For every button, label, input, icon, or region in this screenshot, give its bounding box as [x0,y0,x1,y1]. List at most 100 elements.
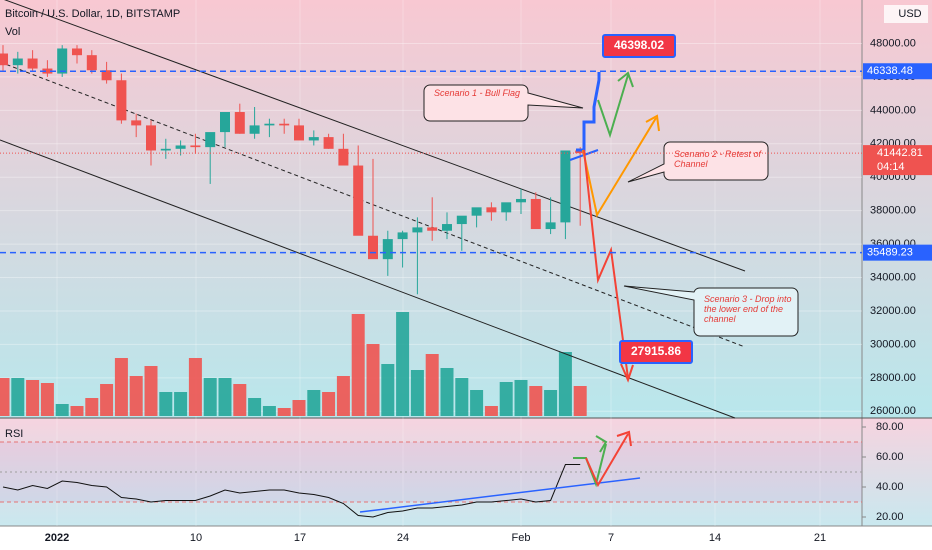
candle-body [308,137,319,141]
volume-bar [233,384,247,416]
volume-bar [499,382,513,416]
channel-lower [0,139,736,419]
countdown: 04:14 [877,161,905,173]
y-tick-label: 26000.00 [870,405,916,417]
volume-bar [203,378,217,416]
callout [627,141,769,183]
candle-body [575,150,586,154]
candle-body [190,145,201,148]
volume-bar [514,380,528,416]
volume-bar [262,406,276,416]
volume-bar [40,383,54,416]
candle-body [101,70,112,81]
volume-bar [114,358,128,416]
volume-bar [351,314,365,416]
volume-bar [188,358,202,416]
y-tick-label: 28000.00 [870,372,916,384]
candle-body [12,58,23,66]
candle-body [86,55,97,71]
candle-body [0,53,8,66]
arrow-head [620,363,634,383]
volume-bar [307,390,321,416]
scenario3-path [583,149,629,379]
volume-bar [529,386,543,416]
volume-bar [558,352,572,416]
target-label: 27915.86 [631,344,681,358]
candle-body [160,148,171,151]
time-axis [0,526,932,550]
volume-bar [440,368,454,416]
volume-bar [573,386,587,416]
volume-bar [544,390,558,416]
volume-bar [70,406,84,416]
candles [0,45,586,295]
volume-bar [322,392,336,416]
x-tick-label: Feb [512,532,531,544]
rsi: 20.00 40.00 60.00 80.00 [0,421,904,523]
arrow-head [595,435,608,453]
annotation: Scenario 3 - Drop into the lower end of … [704,294,792,324]
y-tick-label: 34000.00 [870,271,916,283]
price-label: 35489.23 [867,247,913,259]
volume-bar [484,406,498,416]
volume-label: Vol [5,26,20,38]
candle-body [516,198,526,203]
y-tick-label: 48000.00 [870,37,916,49]
candle-body [501,202,512,213]
candle-body [175,145,186,149]
candle-body [205,132,216,148]
target-box [602,34,676,58]
volume-bar [55,404,69,416]
candle-body [234,112,245,134]
annotation: Scenario 1 - Bull Flag [434,88,521,98]
y-tick-label: 20.00 [876,511,904,523]
candle-body [42,68,53,74]
candle-body [294,125,304,141]
y-tick-label: 44000.00 [870,104,916,116]
candle-body [57,48,68,74]
volume-bar [129,376,143,416]
volume-bar [248,398,262,416]
y-tick-label: 40.00 [876,481,904,493]
volume-bar [336,376,350,416]
labels: 26000.00 28000.00 30000.00 32000.00 34000.00… [0,34,932,544]
callout [423,84,584,122]
price-label-box [863,244,932,261]
channel-upper [4,0,746,272]
scenario2-path [582,117,657,218]
volume-bar [174,392,188,416]
candle-body [146,125,156,151]
candle-body [353,165,364,236]
price-pane [0,0,932,418]
callout [623,285,799,337]
candle-body [456,215,467,225]
volume-bar [292,400,306,416]
volume-bar [85,398,99,416]
volume-bar [425,354,439,416]
volume-bar [26,380,40,416]
volume-bar [144,366,158,416]
annotation: Scenario 2 - Retest of Channel [674,149,762,169]
volume-bar [218,378,232,416]
volume-bar [100,384,114,416]
volume-bar [396,312,410,416]
price-label: 41442.81 [877,147,923,159]
volume-bar [366,344,380,416]
candle-body [27,58,38,69]
volume-bars [0,312,587,416]
callout-text: Scenario 1 - Bull Flag [434,88,521,98]
y-tick-label: 30000.00 [870,338,916,350]
y-tick-label: 80.00 [876,421,904,433]
candle-body [560,150,571,223]
volume-bar [11,378,25,416]
price-label: 46338.48 [867,65,913,77]
currency-box [884,5,928,23]
target-label: 46398.02 [614,38,664,52]
y-tick-label: 60.00 [876,451,904,463]
scenario1-green [597,74,629,139]
y-tick-label: 32000.00 [870,305,916,317]
x-tick-label: 14 [709,532,721,544]
arrow-head [617,71,634,88]
candle-body [338,148,349,166]
